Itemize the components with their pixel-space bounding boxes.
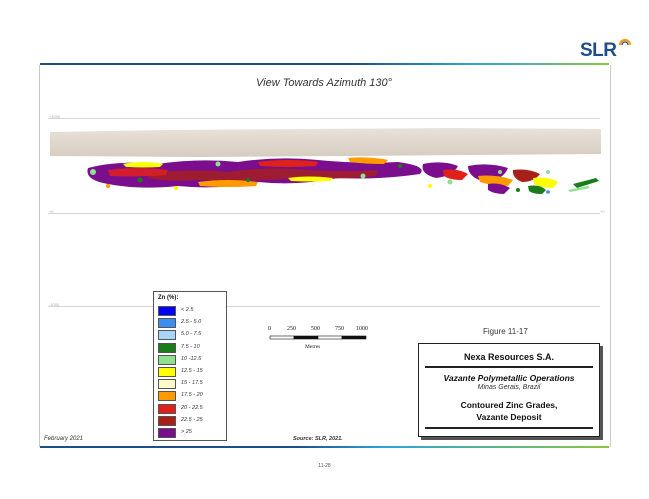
scale-tick-label: 250 bbox=[287, 326, 296, 332]
legend-item: < 2.5 bbox=[158, 306, 226, 316]
legend-swatch bbox=[158, 342, 176, 353]
legend-label: 5.0 - 7.5 bbox=[181, 331, 202, 338]
legend-swatch bbox=[158, 367, 176, 377]
legend-swatch bbox=[158, 379, 176, 390]
logo-arc-icon bbox=[618, 38, 632, 46]
legend-label: 15 - 17.5 bbox=[181, 380, 203, 387]
scale-tick-label: 1000 bbox=[356, 326, 368, 332]
legend-label: > 25 bbox=[181, 429, 192, 435]
company-name: Nexa Resources S.A. bbox=[463, 352, 555, 362]
legend-item: 22.5 - 25 bbox=[158, 415, 226, 426]
legend-swatch bbox=[158, 318, 176, 329]
grade-legend: Zn (%): < 2.5 2.5 - 5.0 5.0 - 7.5 7.5 - 10 1… bbox=[153, 291, 227, 441]
elevation-label-upper: +1000 bbox=[49, 114, 61, 119]
scale-tick-label: 750 bbox=[335, 326, 344, 332]
title-divider-bottom bbox=[425, 427, 593, 429]
project-name: Vazante Polymetallic Operations bbox=[443, 373, 575, 383]
legend-label: 20 - 22.5 bbox=[181, 404, 203, 411]
legend-label: 17.5 - 20 bbox=[181, 392, 203, 399]
legend-item: 17.5 - 20 bbox=[158, 391, 226, 402]
scale-unit-label: Metres bbox=[305, 344, 321, 350]
deposit-long-section-image bbox=[50, 128, 601, 194]
legend-label: 10 -12.5 bbox=[181, 355, 202, 362]
legend-item: 5.0 - 7.5 bbox=[158, 330, 226, 341]
scale-tick-label: 0 bbox=[268, 326, 271, 332]
figure-subtitle: Vazante Deposit bbox=[476, 412, 542, 422]
slr-logo: SLR bbox=[580, 40, 617, 61]
frame-bottom-rule bbox=[40, 446, 609, 448]
legend-swatch bbox=[158, 391, 176, 402]
legend-swatch bbox=[158, 403, 176, 414]
legend-label: 12.5 - 15 bbox=[181, 368, 203, 374]
gridline-lower bbox=[48, 306, 600, 307]
figure-frame bbox=[39, 65, 611, 447]
legend-item: > 25 bbox=[158, 428, 226, 438]
title-block: Nexa Resources S.A. Vazante Polymetallic… bbox=[418, 343, 600, 437]
legend-item: 15 - 17.5 bbox=[158, 379, 226, 390]
legend-item: 20 - 22.5 bbox=[158, 403, 226, 414]
gridline-middle bbox=[48, 213, 600, 214]
page-number: 11-28 bbox=[318, 463, 331, 469]
elevation-label-middle: +0 bbox=[49, 209, 54, 214]
legend-item: 7.5 - 10 bbox=[158, 342, 226, 353]
legend-label: 7.5 - 10 bbox=[181, 343, 200, 350]
figure-number: Figure 11-17 bbox=[483, 327, 528, 336]
legend-label: 2.5 - 5.0 bbox=[181, 319, 202, 326]
legend-swatch bbox=[158, 428, 176, 438]
elevation-label-lower: -1000 bbox=[49, 302, 60, 307]
legend-swatch bbox=[158, 354, 176, 365]
legend-swatch bbox=[158, 415, 176, 426]
legend-label: 22.5 - 25 bbox=[181, 416, 203, 423]
legend-item: 2.5 - 5.0 bbox=[158, 318, 226, 329]
legend-title: Zn (%): bbox=[158, 295, 179, 301]
source-note: Source: SLR, 2021. bbox=[293, 436, 343, 442]
elevation-label-middle-right: +0 bbox=[600, 209, 605, 214]
view-title: View Towards Azimuth 130° bbox=[256, 77, 393, 89]
frame-top-rule bbox=[40, 63, 609, 65]
legend-label: < 2.5 bbox=[181, 307, 194, 313]
scale-tick-label: 500 bbox=[311, 326, 320, 332]
gridline-upper bbox=[48, 118, 600, 119]
title-divider bbox=[425, 366, 593, 368]
legend-item: 12.5 - 15 bbox=[158, 367, 226, 377]
report-date: February 2021 bbox=[44, 436, 84, 442]
scale-bar bbox=[269, 335, 367, 340]
legend-swatch bbox=[158, 330, 176, 341]
project-location: Minas Gerais, Brazil bbox=[477, 384, 541, 391]
figure-title: Contoured Zinc Grades, bbox=[460, 400, 558, 410]
legend-swatch bbox=[158, 306, 176, 316]
legend-item: 10 -12.5 bbox=[158, 354, 226, 365]
